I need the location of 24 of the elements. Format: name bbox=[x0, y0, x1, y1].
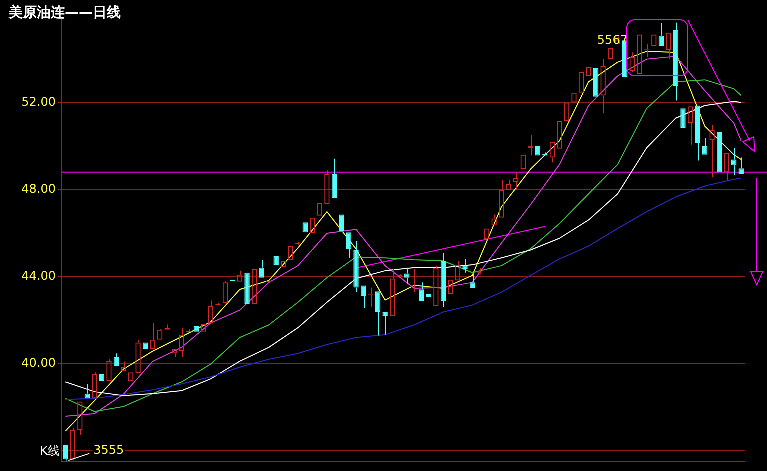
y-tick-label: 48.00 bbox=[22, 182, 56, 196]
candlestick bbox=[738, 157, 744, 175]
candlestick bbox=[375, 292, 381, 336]
candlestick bbox=[354, 240, 359, 293]
candlestick bbox=[702, 138, 708, 155]
candlestick bbox=[470, 272, 476, 289]
text: K线 bbox=[40, 444, 60, 458]
y-tick-label: 40.00 bbox=[22, 356, 56, 370]
candlestick bbox=[419, 282, 424, 302]
candlestick bbox=[114, 353, 120, 366]
y-tick-label: 52.00 bbox=[22, 94, 56, 109]
candlestick bbox=[332, 158, 338, 198]
chart-title: 美原油连——日线 bbox=[9, 4, 121, 22]
annotation: 3555 bbox=[94, 442, 124, 457]
candlestick bbox=[63, 445, 68, 462]
candlestick bbox=[658, 22, 664, 47]
candlestick bbox=[440, 252, 446, 308]
candlestick bbox=[259, 260, 264, 278]
candlestick bbox=[346, 232, 352, 259]
candlestick bbox=[695, 106, 700, 162]
y-tick-label: 44.00 bbox=[22, 268, 56, 283]
candlestick bbox=[462, 258, 468, 274]
candlestick bbox=[673, 22, 679, 102]
candlestick bbox=[731, 147, 737, 176]
